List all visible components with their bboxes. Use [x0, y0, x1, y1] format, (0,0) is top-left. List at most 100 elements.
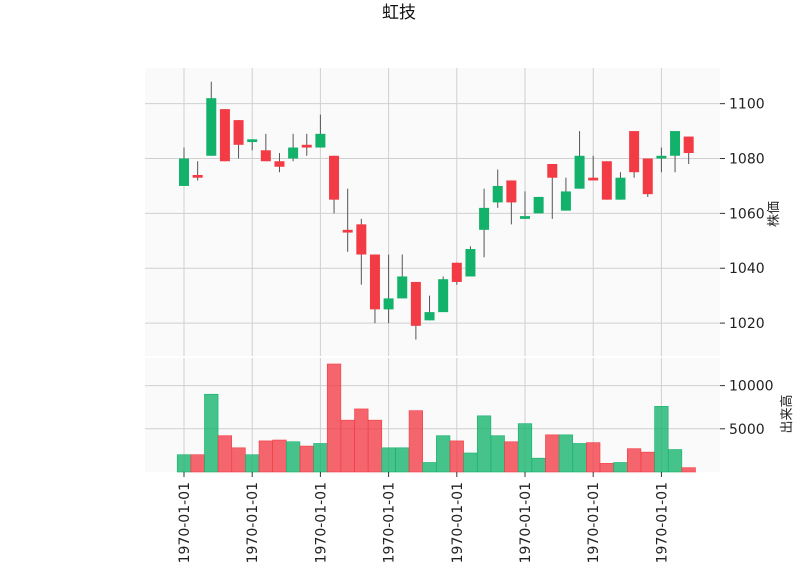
volume-bar — [272, 439, 287, 473]
candle-body — [397, 276, 408, 299]
candle-body — [492, 185, 503, 203]
candle-body — [274, 161, 285, 167]
volume-bar — [299, 445, 314, 473]
x-tick-label: 1970-01-01 — [586, 482, 602, 563]
candle-body — [288, 147, 299, 159]
candle-body — [219, 109, 230, 162]
volume-bar — [286, 441, 301, 473]
volume-bar — [204, 393, 219, 473]
price-tick-label: 1020 — [729, 316, 765, 332]
candle-body — [410, 281, 421, 326]
candle-body — [192, 174, 203, 178]
volume-bar — [231, 447, 246, 473]
volume-bar — [613, 462, 628, 473]
price-panel-bg — [145, 68, 720, 356]
volume-bar — [490, 435, 505, 473]
candle-body — [547, 164, 558, 178]
volume-bar — [408, 410, 423, 473]
volume-bar — [517, 423, 533, 473]
volume-bar — [681, 467, 696, 473]
chart-title: 虹技 — [382, 3, 416, 23]
volume-bar — [531, 457, 546, 473]
candle-body — [369, 254, 380, 310]
x-tick-label: 1970-01-01 — [313, 482, 329, 563]
x-axis: 1970-01-01 1970-01-01 1970-01-01 1970-01-01… — [177, 472, 670, 563]
volume-bar — [176, 454, 192, 473]
candle-body — [479, 207, 490, 230]
volume-bar — [326, 363, 342, 473]
volume-tick-label: 5000 — [729, 422, 765, 438]
x-tick-label: 1970-01-01 — [177, 482, 193, 563]
volume-bar — [640, 451, 655, 473]
volume-bar — [313, 443, 328, 473]
candle-body — [356, 224, 367, 255]
candle-body — [588, 177, 599, 181]
volume-panel: 5000 10000 — [145, 358, 774, 473]
volume-bar — [504, 441, 519, 473]
volume-bar — [381, 447, 396, 473]
x-tick-label: 1970-01-01 — [518, 482, 534, 563]
candle-body — [656, 155, 667, 159]
candle-body — [438, 279, 449, 313]
volume-bar — [572, 443, 587, 473]
volume-bar — [627, 448, 642, 473]
volume-bar — [586, 442, 601, 473]
price-tick-label: 1060 — [729, 206, 765, 222]
candle-body — [520, 216, 530, 219]
candle-body — [615, 177, 626, 200]
volume-axis-label: 出来高 — [779, 394, 795, 433]
candle-body — [424, 312, 435, 321]
candle-body — [247, 139, 258, 143]
candle-body — [260, 150, 271, 162]
candle-body — [342, 229, 353, 233]
volume-bar — [217, 435, 233, 473]
x-tick-label: 1970-01-01 — [654, 482, 670, 563]
volume-bar — [667, 449, 683, 473]
price-tick-label: 1040 — [729, 261, 765, 277]
candle-body — [683, 136, 694, 154]
candle-body — [383, 298, 394, 310]
volume-bar — [354, 408, 369, 473]
candle-body — [465, 249, 476, 277]
volume-bar — [558, 434, 574, 473]
volume-tick-label: 10000 — [729, 379, 774, 395]
volume-bar — [545, 434, 560, 473]
volume-bar — [340, 419, 355, 473]
volume-bar — [449, 440, 464, 473]
volume-bar — [422, 462, 437, 473]
volume-bar — [258, 440, 273, 473]
volume-bar — [436, 435, 451, 473]
candle-body — [629, 131, 640, 173]
volume-bar — [599, 463, 614, 473]
volume-bar — [654, 406, 669, 473]
candle-body — [301, 144, 312, 148]
price-tick-label: 1080 — [729, 152, 765, 168]
price-axis-label: 株価 — [767, 201, 782, 227]
candle-body — [315, 133, 326, 148]
candle-body — [642, 158, 653, 195]
volume-bar — [190, 454, 205, 473]
volume-bar — [367, 419, 383, 473]
candle-body — [670, 131, 681, 156]
candle-body — [560, 191, 571, 211]
candle-body — [574, 155, 585, 189]
volume-bar — [245, 454, 260, 473]
volume-bar — [476, 415, 492, 473]
candle-body — [206, 98, 217, 156]
candle-body — [601, 161, 612, 200]
x-tick-label: 1970-01-01 — [382, 482, 398, 563]
candle-body — [329, 155, 340, 200]
x-tick-label: 1970-01-01 — [245, 482, 261, 563]
candle-body — [506, 180, 517, 203]
volume-bar — [463, 452, 478, 473]
candle-body — [533, 196, 544, 214]
candle-body — [233, 120, 244, 145]
volume-bar — [395, 447, 410, 473]
price-panel: 1020 1040 1060 1080 1100 — [145, 68, 765, 356]
x-tick-label: 1970-01-01 — [450, 482, 466, 563]
price-tick-label: 1100 — [729, 97, 765, 113]
candle-body — [451, 262, 462, 282]
candle-body — [179, 158, 189, 186]
